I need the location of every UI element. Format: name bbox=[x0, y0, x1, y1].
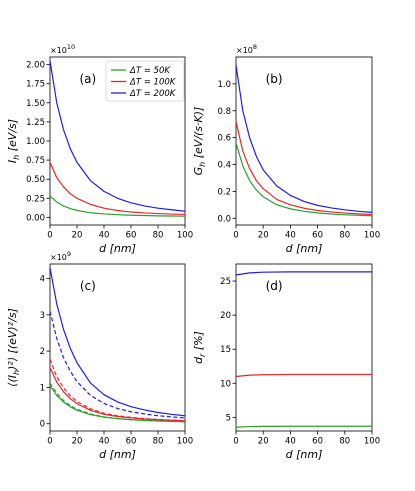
y-tick-label: 1 bbox=[40, 383, 45, 393]
x-tick-label: 20 bbox=[72, 231, 83, 241]
x-tick-label: 80 bbox=[153, 437, 164, 447]
x-tick-label: 80 bbox=[339, 437, 350, 447]
axis-scale-factor: ×1010 bbox=[50, 43, 75, 55]
series-line-green bbox=[50, 195, 185, 217]
y-tick-label: 0.00 bbox=[26, 213, 45, 223]
x-axis-label: d [nm] bbox=[99, 448, 136, 461]
x-tick-label: 60 bbox=[126, 437, 137, 447]
axis-scale-factor: ×109 bbox=[50, 250, 71, 262]
y-tick-label: 2 bbox=[40, 347, 45, 357]
series-line-blue-solid bbox=[50, 267, 185, 417]
x-tick-label: 100 bbox=[177, 437, 193, 447]
legend-box bbox=[105, 60, 185, 102]
axes-frame bbox=[235, 56, 373, 226]
y-tick-label: 1.50 bbox=[26, 99, 45, 109]
series-line-green bbox=[236, 425, 372, 428]
panel-d: 0 20 40 60 80 100 5 10 15 20 25 d [nm] dr [%] (d) bbox=[192, 263, 380, 461]
series-line-red-solid bbox=[50, 367, 185, 422]
y-tick-label: 1.00 bbox=[26, 137, 45, 147]
y-tick-label: 1.75 bbox=[26, 80, 45, 90]
y-axis-label: dr [%] bbox=[192, 331, 207, 364]
panel-label: (d) bbox=[266, 279, 283, 293]
y-tick-label: 3 bbox=[40, 311, 45, 321]
y-tick-label: 10 bbox=[220, 379, 231, 389]
x-tick-label: 40 bbox=[285, 231, 296, 241]
legend-label: ΔT = 100K bbox=[129, 78, 177, 88]
series-line-green bbox=[236, 142, 372, 217]
x-tick-label: 60 bbox=[312, 437, 323, 447]
y-tick-label: 0.25 bbox=[26, 194, 45, 204]
y-tick-label: 0 bbox=[40, 420, 45, 430]
legend-label: ΔT = 50K bbox=[129, 66, 171, 76]
y-tick-label: 0.4 bbox=[217, 161, 231, 171]
x-axis-label: d [nm] bbox=[286, 448, 323, 461]
series-line-red bbox=[236, 121, 372, 216]
x-tick-label: 100 bbox=[364, 231, 380, 241]
y-tick-label: 0.50 bbox=[26, 175, 45, 185]
x-tick-label: 80 bbox=[153, 231, 164, 241]
y-tick-label: 1.25 bbox=[26, 118, 45, 128]
y-tick-label: 4 bbox=[40, 275, 45, 285]
series-line-blue bbox=[236, 64, 372, 213]
legend-label: ΔT = 200K bbox=[129, 89, 177, 99]
x-axis-label: d [nm] bbox=[99, 242, 136, 255]
x-tick-label: 40 bbox=[99, 231, 110, 241]
x-tick-label: 40 bbox=[285, 437, 296, 447]
x-tick-label: 40 bbox=[99, 437, 110, 447]
x-tick-label: 0 bbox=[233, 231, 238, 241]
y-axis-label: Ih [eV/s] bbox=[6, 119, 21, 163]
axes-frame bbox=[235, 263, 373, 432]
panel-label: (a) bbox=[79, 72, 96, 86]
x-tick-label: 0 bbox=[47, 231, 52, 241]
x-tick-label: 80 bbox=[339, 231, 350, 241]
panel-b: 0 20 40 60 80 100 0.0 0.2 0.4 0.6 0.8 1.0 ×108 d [nm]… bbox=[192, 43, 380, 255]
y-tick-label: 0.8 bbox=[217, 107, 231, 117]
y-tick-label: 5 bbox=[226, 413, 231, 423]
y-axis-label: ⟨(Ih)²⟩ [(eV)²/s] bbox=[6, 308, 21, 387]
y-tick-label: 25 bbox=[220, 277, 231, 287]
series-line-blue bbox=[236, 271, 372, 276]
series-line-blue bbox=[50, 60, 185, 212]
series-line-red-dashed bbox=[50, 358, 185, 422]
series-line-green-dashed bbox=[50, 382, 185, 423]
x-tick-label: 60 bbox=[312, 231, 323, 241]
x-tick-label: 100 bbox=[364, 437, 380, 447]
y-tick-label: 0.0 bbox=[217, 214, 231, 224]
axes-frame bbox=[49, 263, 186, 432]
panel-a: 0 20 40 60 80 100 0.00 0.25 0.50 0.75 1.00 1.25 1.50… bbox=[6, 43, 193, 255]
panel-label: (b) bbox=[266, 72, 283, 86]
x-tick-label: 100 bbox=[177, 231, 193, 241]
y-axis-label: Gh [eV/(s·K)] bbox=[192, 107, 207, 176]
x-tick-label: 60 bbox=[126, 231, 137, 241]
x-axis-label: d [nm] bbox=[286, 242, 323, 255]
y-tick-label: 20 bbox=[220, 311, 231, 321]
panel-label: (c) bbox=[80, 279, 96, 293]
series-line-red bbox=[50, 162, 185, 216]
series-line-red bbox=[236, 373, 372, 378]
series-line-blue-dashed bbox=[50, 311, 185, 419]
x-tick-label: 20 bbox=[72, 437, 83, 447]
y-tick-label: 1.0 bbox=[217, 80, 231, 90]
y-tick-label: 0.2 bbox=[217, 187, 231, 197]
panel-c: 0 20 40 60 80 100 0 1 2 3 4 ×109 d [nm] ⟨(Ih)²⟩ [(eV)… bbox=[6, 250, 193, 461]
y-tick-label: 0.75 bbox=[26, 156, 45, 166]
x-tick-label: 0 bbox=[233, 437, 238, 447]
x-tick-label: 0 bbox=[47, 437, 52, 447]
y-tick-label: 2.00 bbox=[26, 61, 45, 71]
axis-scale-factor: ×108 bbox=[236, 43, 257, 55]
y-tick-label: 0.6 bbox=[217, 134, 231, 144]
y-tick-label: 15 bbox=[220, 345, 231, 355]
x-tick-label: 20 bbox=[258, 231, 269, 241]
x-tick-label: 20 bbox=[258, 437, 269, 447]
